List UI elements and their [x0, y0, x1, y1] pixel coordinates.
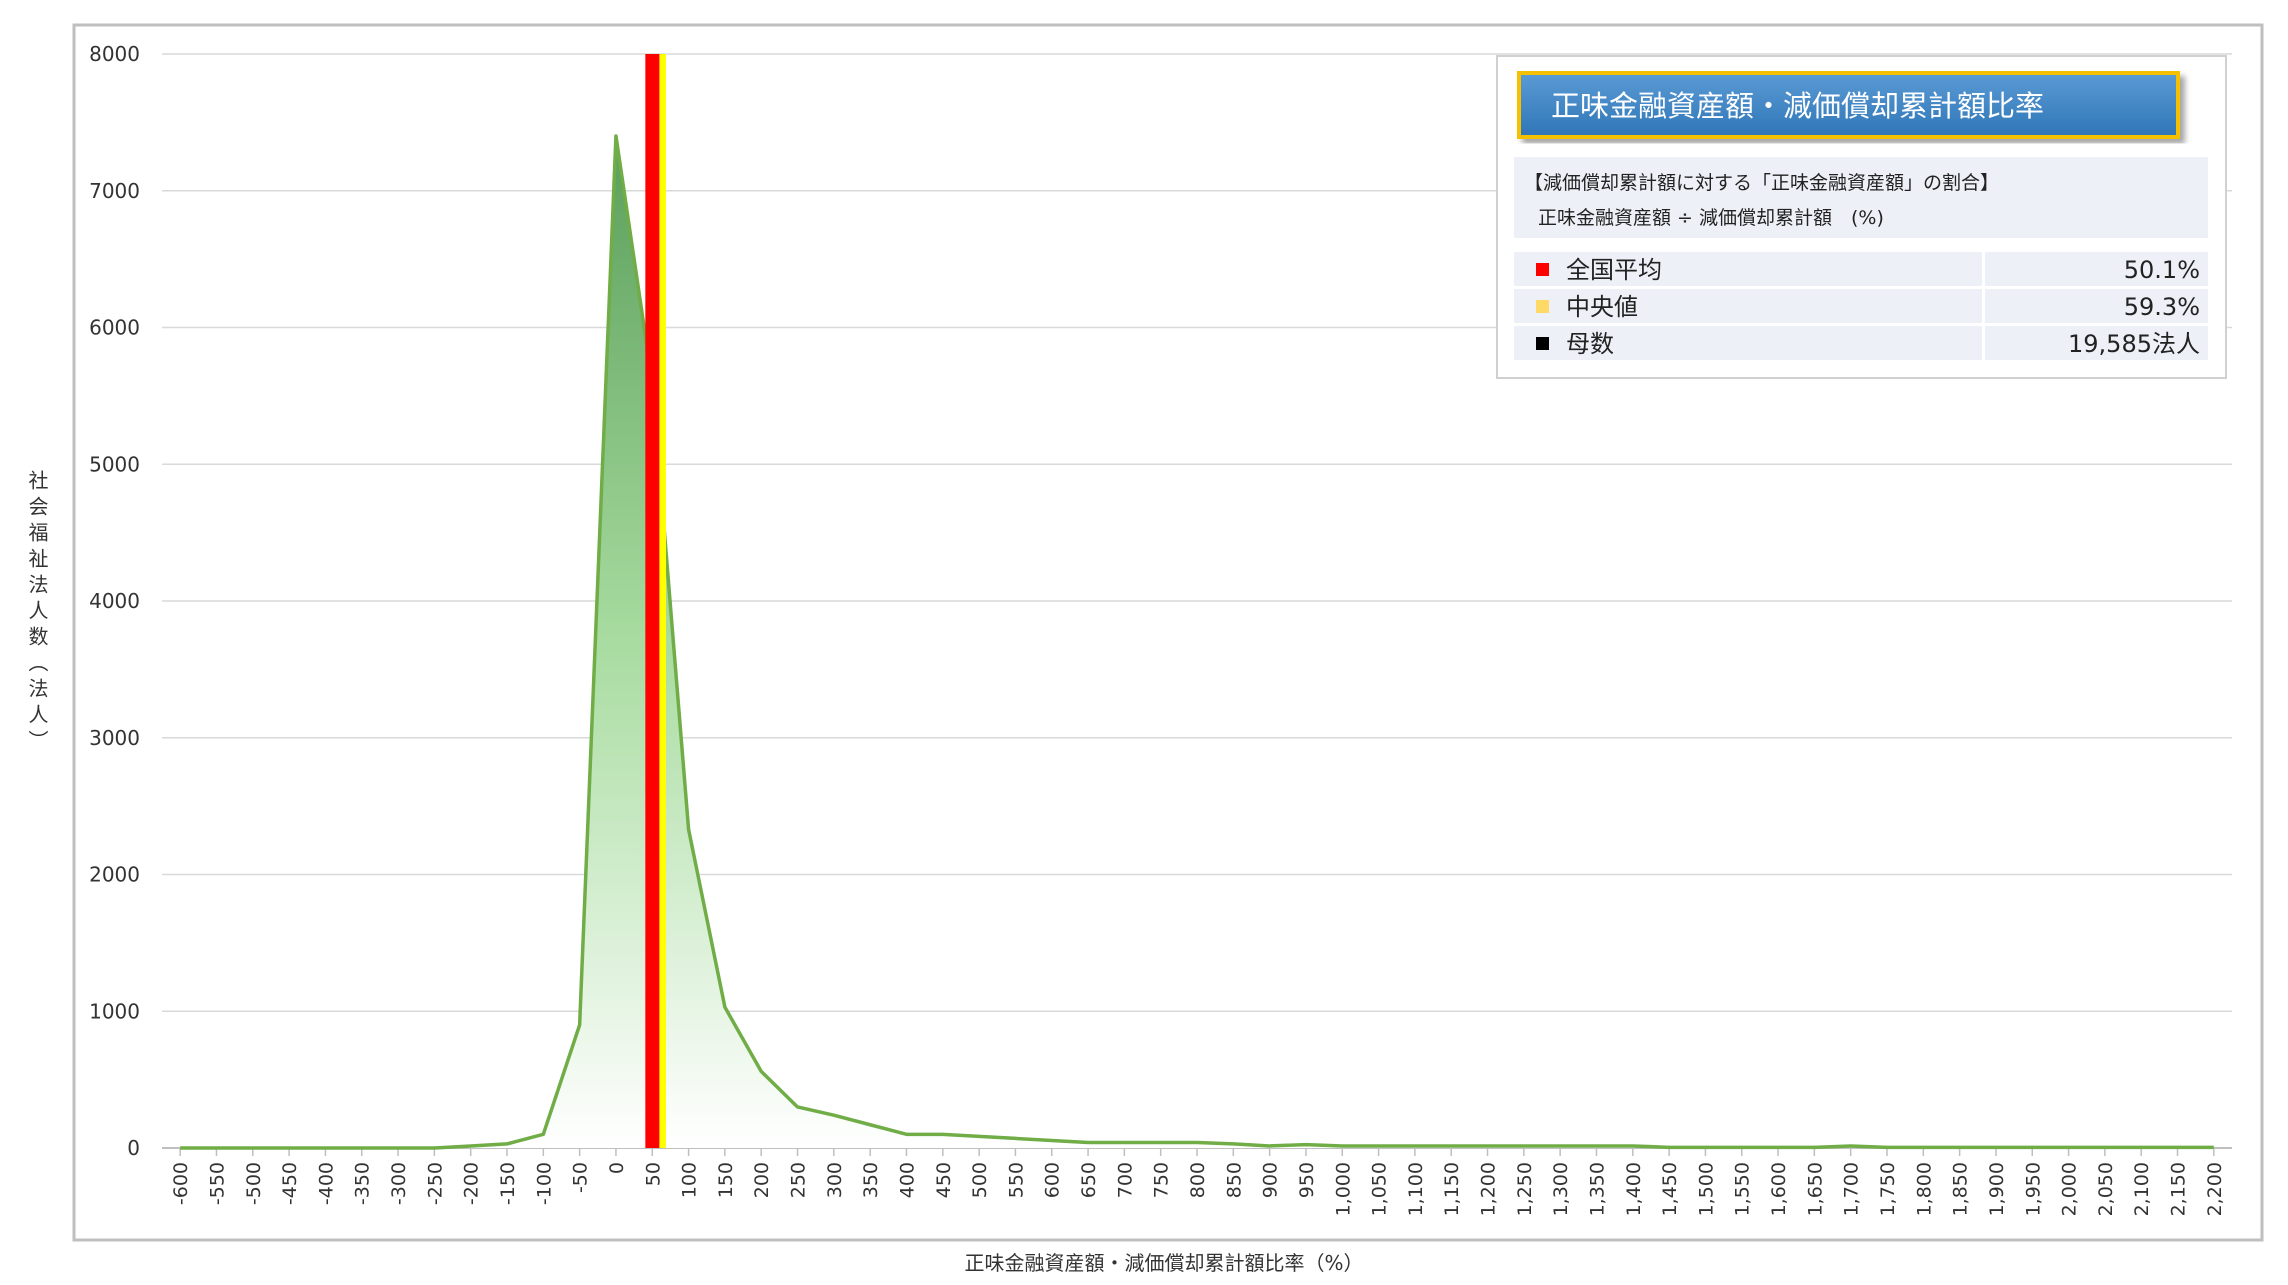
x-tick-label: 1,550: [1732, 1162, 1754, 1216]
x-tick-label: 2,050: [2095, 1162, 2117, 1216]
legend-marker: [1536, 263, 1549, 276]
x-tick-label: 1,700: [1841, 1162, 1863, 1216]
row-label-bg: [1514, 326, 1982, 360]
x-tick-label: 2,200: [2204, 1162, 2226, 1216]
x-tick-label: 1,450: [1659, 1162, 1681, 1216]
x-tick-label: -550: [206, 1162, 228, 1205]
x-tick-label: 600: [1042, 1162, 1064, 1198]
description-line: 正味金融資産額 ÷ 減価償却累計額 (%): [1538, 207, 1884, 229]
x-tick-label: 1,600: [1768, 1162, 1790, 1216]
x-axis-label: 正味金融資産額・減価償却累計額比率（%）: [964, 1251, 1363, 1275]
reference-line: [645, 54, 660, 1148]
row-label: 全国平均: [1566, 256, 1662, 284]
y-tick-label: 4000: [89, 589, 140, 613]
x-tick-label: 650: [1078, 1162, 1100, 1198]
row-value-bg: [1985, 326, 2208, 360]
row-label: 母数: [1566, 330, 1614, 358]
x-tick-label: 350: [860, 1162, 882, 1198]
x-tick-label: 450: [933, 1162, 955, 1198]
x-tick-label: 1,800: [1913, 1162, 1935, 1216]
row-label: 中央値: [1566, 293, 1638, 321]
x-tick-label: -100: [533, 1162, 555, 1205]
info-title-box: [1517, 71, 2180, 139]
description-bg: [1514, 157, 2208, 238]
x-tick-label: 500: [969, 1162, 991, 1198]
x-tick-label: 850: [1223, 1162, 1245, 1198]
x-tick-label: 750: [1151, 1162, 1173, 1198]
x-tick-label: -50: [570, 1162, 592, 1193]
y-tick-label: 0: [127, 1136, 140, 1160]
x-tick-label: -150: [497, 1162, 519, 1205]
x-tick-label: 2,100: [2131, 1162, 2153, 1216]
x-tick-label: -250: [424, 1162, 446, 1205]
area-line: [180, 134, 2214, 1150]
x-tick-label: -450: [279, 1162, 301, 1205]
x-tick-label: 900: [1260, 1162, 1282, 1198]
x-tick-label: 1,000: [1332, 1162, 1354, 1216]
y-tick-label: 2000: [89, 863, 140, 887]
area-fill: [180, 136, 2214, 1149]
row-label-bg: [1514, 252, 1982, 286]
y-tick-label: 1000: [89, 999, 140, 1023]
x-tick-label: 250: [788, 1162, 810, 1198]
x-tick-label: -600: [170, 1162, 192, 1205]
x-tick-label: 700: [1114, 1162, 1136, 1198]
description-line: 【減価償却累計額に対する「正味金融資産額」の割合】: [1524, 172, 1999, 194]
x-tick-label: -400: [315, 1162, 337, 1205]
x-tick-label: 1,300: [1550, 1162, 1572, 1216]
x-tick-label: -500: [243, 1162, 265, 1205]
x-tick-label: 1,200: [1478, 1162, 1500, 1216]
y-tick-label: 5000: [89, 452, 140, 476]
x-tick-label: 1,850: [1950, 1162, 1972, 1216]
row-value-bg: [1985, 289, 2208, 323]
x-tick-label: 400: [896, 1162, 918, 1198]
row-value: 50.1%: [2124, 256, 2200, 284]
y-tick-label: 6000: [89, 316, 140, 340]
x-tick-label: 550: [1005, 1162, 1027, 1198]
y-tick-label: 7000: [89, 179, 140, 203]
x-tick-label: 1,050: [1369, 1162, 1391, 1216]
legend-marker: [1536, 300, 1549, 313]
x-tick-label: 100: [679, 1162, 701, 1198]
x-tick-label: 1,950: [2022, 1162, 2044, 1216]
x-tick-label: 1,100: [1405, 1162, 1427, 1216]
row-value-bg: [1985, 252, 2208, 286]
row-value: 59.3%: [2124, 293, 2200, 321]
x-tick-label: 150: [715, 1162, 737, 1198]
x-tick-label: 1,650: [1804, 1162, 1826, 1216]
x-tick-label: 50: [642, 1162, 664, 1186]
row-label-bg: [1514, 289, 1982, 323]
row-value: 19,585法人: [2068, 330, 2200, 358]
y-axis-label: 社会福祉法人数（法人）: [25, 470, 49, 756]
x-tick-label: 1,900: [1986, 1162, 2008, 1216]
x-tick-label: 1,500: [1695, 1162, 1717, 1216]
x-tick-label: 2,000: [2059, 1162, 2081, 1216]
x-tick-label: -200: [461, 1162, 483, 1205]
x-tick-label: 1,150: [1441, 1162, 1463, 1216]
y-tick-label: 8000: [89, 42, 140, 66]
x-tick-label: 1,250: [1514, 1162, 1536, 1216]
x-tick-label: 2,150: [2168, 1162, 2190, 1216]
x-tick-label: 200: [751, 1162, 773, 1198]
legend-marker: [1536, 337, 1549, 350]
x-tick-label: 950: [1296, 1162, 1318, 1198]
x-tick-label: 300: [824, 1162, 846, 1198]
x-tick-label: 1,750: [1877, 1162, 1899, 1216]
x-tick-label: -350: [352, 1162, 374, 1205]
x-tick-label: 0: [606, 1162, 628, 1174]
info-box: 正味金融資産額・減価償却累計額比率【減価償却累計額に対する「正味金融資産額」の割…: [1496, 55, 2227, 379]
info-title: 正味金融資産額・減価償却累計額比率: [1551, 89, 2044, 123]
x-tick-label: 1,400: [1623, 1162, 1645, 1216]
x-tick-label: 1,350: [1586, 1162, 1608, 1216]
y-tick-label: 3000: [89, 726, 140, 750]
x-tick-label: -300: [388, 1162, 410, 1205]
x-tick-label: 800: [1187, 1162, 1209, 1198]
